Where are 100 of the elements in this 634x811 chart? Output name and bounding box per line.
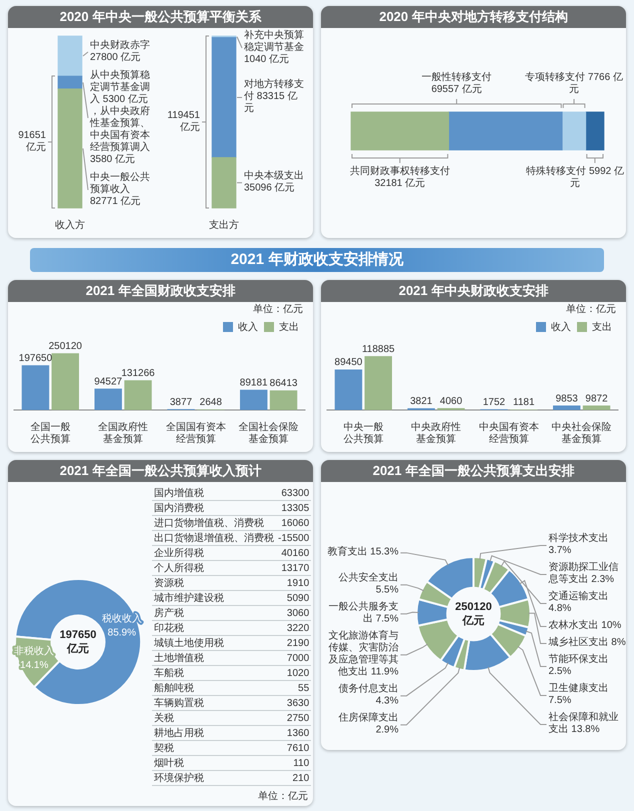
x-tick-label: 全国国有资本经营预算 (166, 420, 226, 445)
bar (52, 353, 80, 410)
legend-label: 支出 (592, 320, 612, 333)
data-label: 3821 (410, 396, 433, 408)
chart-title: 2021 年全国一般公共预算收入预计 (8, 460, 313, 482)
bar (552, 406, 580, 410)
x-tick-label: 中央一般公共预算 (343, 420, 384, 445)
data-label: 4.8% (548, 603, 572, 614)
chart-title: 2020 年中央对地方转移支付结构 (321, 6, 626, 28)
slice-label: 交通运输支出 (548, 590, 608, 602)
data-label: 13305 (276, 500, 312, 516)
data-label: 13170 (276, 560, 312, 576)
bar (94, 388, 122, 410)
data-label: 40160 (276, 546, 312, 560)
data-label: 118885 (362, 344, 396, 355)
bar (58, 36, 82, 76)
data-label: 14.1% (20, 660, 48, 672)
slice-label: 公共安全支出 (338, 572, 398, 584)
category-label: 印花税 (152, 620, 276, 636)
data-label: 1910 (276, 576, 312, 590)
bar (124, 380, 152, 410)
chart-title: 2021 年中央财政收支安排 (321, 280, 626, 302)
category-label: 车辆购置税 (152, 696, 276, 710)
data-label: 250120 (48, 341, 82, 352)
slice-label: 社会保障和就业支出 13.8% (548, 711, 618, 736)
data-label: 5.5% (376, 584, 399, 596)
data-label: 3220 (276, 620, 312, 636)
text: 197650 亿元 (60, 629, 96, 656)
annotation: 119451 亿元 (167, 110, 200, 133)
data-label: 7.5% (548, 695, 572, 706)
data-label: 2.9% (376, 724, 399, 736)
data-label: 中央一般公共预算收入 82771 亿元 (90, 170, 150, 207)
data-label: 197650 (18, 352, 53, 364)
data-label: 2.5% (548, 666, 572, 678)
data-label: 2190 (276, 636, 312, 650)
data-label: 16060 (276, 516, 312, 530)
data-label: 专项转移支付 7766 亿元 (525, 70, 623, 95)
category-label: 城市维护建设税 (152, 590, 276, 606)
data-label: 63300 (276, 486, 312, 500)
category-label: 企业所得税 (152, 546, 276, 560)
data-label: -15500 (276, 530, 312, 546)
bar (364, 356, 392, 410)
data-label: 9872 (585, 393, 608, 404)
x-tick-label: 支出方 (209, 218, 239, 231)
x-tick-label: 中央国有资本经营预算 (478, 420, 539, 445)
slice-label: 资源勘探工业信息等支出 2.3% (548, 561, 618, 586)
slice-label: 科学技术支出 (548, 532, 608, 544)
data-label: 210 (276, 770, 312, 786)
data-label: 1752 (482, 396, 506, 408)
category-label: 进口货物增值税、消费税 (152, 516, 276, 530)
x-tick-label: 收入方 (55, 218, 85, 231)
data-label: 3.7% (548, 545, 572, 556)
legend-label: 收入 (551, 320, 571, 333)
category-label: 国内消费税 (152, 500, 276, 516)
data-label: 86413 (270, 378, 298, 390)
slice-label: 农林水支出 10% (548, 619, 622, 632)
x-tick-label: 全国社会保险基金预算 (238, 420, 299, 445)
text: 单位：亿元 (566, 302, 616, 315)
category-label: 契税 (152, 740, 276, 756)
data-label: 94527 (94, 376, 123, 388)
category-label: 城镇土地使用税 (152, 636, 276, 650)
category-label: 烟叶税 (152, 756, 276, 770)
category-label: 车船税 (152, 666, 276, 680)
data-label: 3060 (276, 606, 312, 620)
data-label: 对地方转移支付 83315 亿元 (244, 78, 304, 114)
data-label: 2750 (276, 710, 312, 726)
slice-label: 卫生健康支出 (548, 682, 608, 694)
category-label: 环境保护税 (152, 770, 276, 786)
category-label: 土地增值税 (152, 650, 276, 666)
slice-label: 城乡社区支出 8% (548, 636, 626, 648)
text: 一般性转移支付 69557 亿元 (422, 70, 492, 95)
data-label: 1020 (276, 666, 312, 680)
data-label: 5090 (276, 590, 312, 606)
bar (334, 369, 362, 410)
bar (350, 112, 450, 150)
data-label: 131266 (121, 368, 156, 379)
bar (582, 406, 610, 410)
text: 单位：亿元 (253, 302, 303, 315)
x-tick-label: 全国政府性基金预算 (98, 420, 148, 445)
data-label: 共同财政事权转移支付 32181 亿元 (350, 164, 450, 189)
x-tick-label: 全国一般公共预算 (30, 420, 70, 445)
chart-title: 2021 年全国财政收支安排 (8, 280, 313, 302)
category-label: 房产税 (152, 606, 276, 620)
bar (58, 76, 82, 90)
data-label: 2648 (200, 397, 222, 408)
bar (240, 390, 268, 410)
category-label: 个人所得税 (152, 560, 276, 576)
category-label: 关税 (152, 710, 276, 726)
bar (58, 88, 82, 208)
data-label: 89181 (240, 378, 268, 389)
x-tick-label: 中央政府性基金预算 (411, 420, 462, 445)
data-label: 特殊转移支付 5992 亿元 (526, 164, 624, 189)
legend-label: 支出 (279, 320, 299, 333)
data-label: 3877 (170, 396, 193, 408)
bar (270, 390, 298, 410)
data-label: 4.3% (376, 696, 399, 707)
annotation: 91651 亿元 (18, 130, 46, 153)
slice-label: 文化旅游体育与传媒、灾害防治及应急管理等其他支出 11.9% (328, 630, 399, 678)
bar (585, 112, 604, 150)
bar (212, 37, 236, 158)
